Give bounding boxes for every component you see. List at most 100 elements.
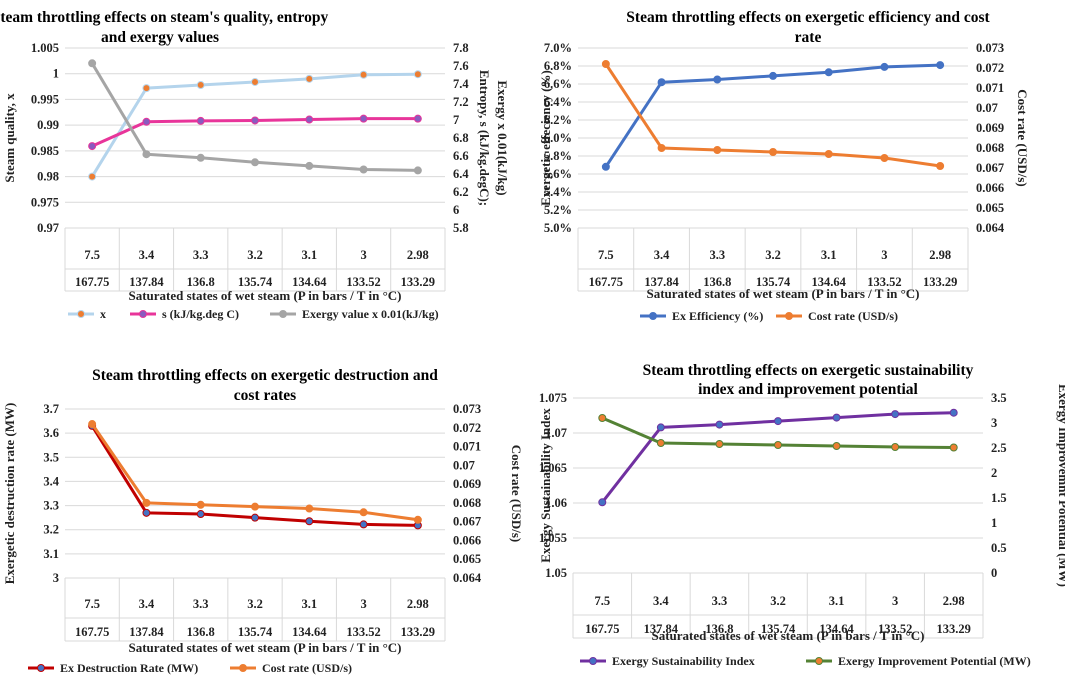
y-tick-label: 1 <box>53 67 59 81</box>
y-tick-label: 3.2 <box>43 523 59 537</box>
data-point <box>601 162 610 171</box>
legend-swatch-marker <box>279 310 287 318</box>
x-axis-label: Saturated states of wet steam (P in bars… <box>128 640 401 655</box>
legend-label: Exergy value x 0.01(kJ/kg) <box>302 307 439 321</box>
data-point <box>413 166 422 175</box>
x-category-pressure: 7.5 <box>598 248 614 262</box>
data-point <box>824 68 833 77</box>
y2-axis-label: Entropy, s (kJ/kg.degC); <box>477 70 492 206</box>
chart-2: Steam throttling effects on exergetic ef… <box>538 9 1030 323</box>
chart-4: Steam throttling effects on exergetic su… <box>538 362 1065 668</box>
data-point <box>305 161 314 170</box>
y-tick-label: 0.985 <box>31 144 59 158</box>
legend-swatch-marker <box>77 310 85 318</box>
y2-tick-label: 7.2 <box>453 95 469 109</box>
x-category-temperature: 136.8 <box>187 625 215 639</box>
data-point <box>601 60 610 68</box>
y2-tick-label: 0.068 <box>976 141 1004 155</box>
y2-tick-label: 6.4 <box>453 167 469 181</box>
x-category-pressure: 3.3 <box>193 248 209 262</box>
legend-label: s (kJ/kg.deg C) <box>162 307 239 321</box>
data-point <box>656 439 665 447</box>
y2-tick-label: 0.064 <box>453 571 482 585</box>
y-tick-label: 0.99 <box>37 118 59 132</box>
y2-tick-label: 6.6 <box>453 149 469 163</box>
x-category-pressure: 7.5 <box>84 248 100 262</box>
y2-tick-label: 5.8 <box>453 221 469 235</box>
y2-tick-label: 0.067 <box>453 515 481 529</box>
legend-swatch-marker <box>139 310 147 318</box>
y-tick-label: 5.4% <box>544 185 572 199</box>
x-category-temperature: 135.74 <box>761 622 796 636</box>
chart-title-line: index and improvement potential <box>698 381 918 398</box>
data-point <box>715 440 724 448</box>
chart-title-line: and exergy values <box>101 29 219 46</box>
data-point <box>413 515 422 524</box>
x-category-temperature: 167.75 <box>75 275 109 289</box>
x-category-pressure: 2.98 <box>929 248 951 262</box>
data-point <box>832 413 841 422</box>
data-point <box>656 423 665 432</box>
y2-tick-label: 0.5 <box>991 541 1007 555</box>
legend-swatch-marker <box>785 312 793 320</box>
y2-axis-label: Exergy Improvemnt Potential (MW) <box>1056 384 1065 587</box>
series-line-1 <box>601 411 954 504</box>
data-point <box>769 71 777 80</box>
x-category-temperature: 136.8 <box>187 275 215 289</box>
y2-tick-label: 2 <box>991 466 997 480</box>
y2-tick-label: 6 <box>453 203 459 217</box>
x-axis-label: Saturated states of wet steam (P in bars… <box>646 286 919 301</box>
data-point <box>769 148 777 156</box>
data-point <box>657 144 666 152</box>
y2-tick-label: 7.6 <box>453 59 469 73</box>
data-point <box>88 172 97 181</box>
data-point <box>88 142 97 151</box>
data-point <box>774 441 782 449</box>
legend-label: Exergy Sustainability Index <box>612 654 755 668</box>
x-category-pressure: 7.5 <box>84 597 100 611</box>
data-point <box>196 510 205 519</box>
y2-tick-label: 1.5 <box>991 491 1007 505</box>
y-tick-label: 3.4 <box>43 474 59 488</box>
y-tick-label: 1.065 <box>539 461 567 475</box>
y-tick-label: 0.975 <box>31 195 59 209</box>
y2-tick-label: 2.5 <box>991 441 1007 455</box>
y-tick-label: 5.0% <box>544 221 572 235</box>
data-point <box>142 508 151 517</box>
x-category-temperature: 167.75 <box>589 275 623 289</box>
y-tick-label: 1.005 <box>31 41 59 55</box>
data-point <box>413 114 422 123</box>
x-category-temperature: 137.84 <box>129 625 164 639</box>
data-point <box>142 84 151 93</box>
y-tick-label: 0.98 <box>37 170 59 184</box>
x-category-pressure: 2.98 <box>407 597 429 611</box>
x-category-temperature: 137.84 <box>129 275 164 289</box>
data-point <box>891 443 900 451</box>
data-point <box>359 114 368 123</box>
data-point <box>305 517 314 526</box>
x-category-temperature: 134.64 <box>812 275 847 289</box>
y2-tick-label: 7.8 <box>453 41 469 55</box>
y2-tick-label: 3.5 <box>991 391 1007 405</box>
y2-tick-label: 7.4 <box>453 77 469 91</box>
x-category-pressure: 3.1 <box>301 248 317 262</box>
y2-tick-label: 1 <box>991 516 997 530</box>
data-point <box>359 70 368 79</box>
x-axis-label: Saturated states of wet steam (P in bars… <box>651 628 924 643</box>
data-point <box>949 443 958 452</box>
data-point <box>936 61 945 70</box>
x-category-pressure: 3.2 <box>247 597 263 611</box>
y-tick-label: 6.8% <box>544 59 572 73</box>
x-category-temperature: 167.75 <box>585 622 619 636</box>
data-point <box>196 500 205 509</box>
data-point <box>88 59 97 68</box>
x-category-temperature: 135.74 <box>238 275 273 289</box>
x-category-pressure: 2.98 <box>943 594 965 608</box>
data-point <box>88 420 97 429</box>
legend-label: Ex Efficiency (%) <box>672 309 763 323</box>
x-category-temperature: 134.64 <box>819 622 854 636</box>
y2-tick-label: 6.8 <box>453 131 469 145</box>
data-point <box>251 77 259 86</box>
y2-tick-label: 0 <box>991 566 997 580</box>
